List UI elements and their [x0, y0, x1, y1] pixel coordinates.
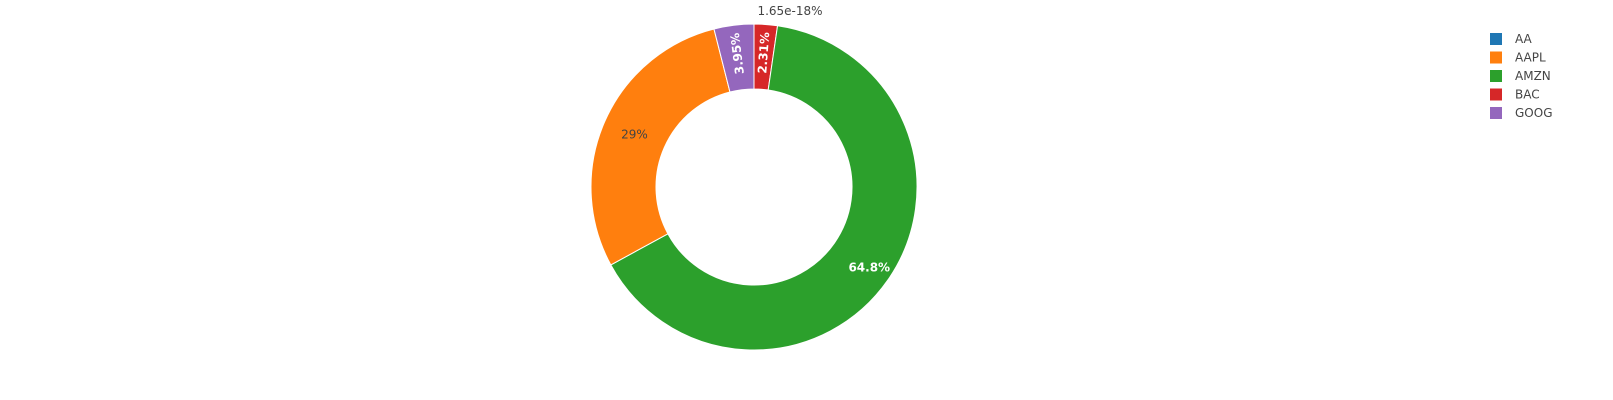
legend-label-goog: GOOG [1515, 106, 1553, 120]
slice-label-goog: 3.95% [728, 32, 747, 75]
slice-goog[interactable] [713, 23, 755, 93]
legend-swatch-aa [1490, 33, 1502, 45]
slice-amzn[interactable] [610, 25, 918, 351]
legend-item-goog[interactable]: GOOG [1490, 106, 1553, 120]
legend-item-aapl[interactable]: AAPL [1490, 51, 1546, 65]
donut-slices [590, 23, 918, 351]
legend-item-amzn[interactable]: AMZN [1490, 69, 1551, 83]
legend: AA AAPL AMZN BAC GOOG [1490, 32, 1553, 120]
legend-label-amzn: AMZN [1515, 69, 1551, 83]
legend-item-aa[interactable]: AA [1490, 32, 1533, 46]
slice-labels: 1.65e-18% 2.31% 64.8% 29% 3.95% [621, 4, 890, 274]
legend-swatch-bac [1490, 88, 1502, 101]
slice-label-bac: 2.31% [755, 32, 772, 75]
slice-aapl[interactable] [590, 28, 731, 266]
legend-swatch-goog [1490, 107, 1502, 119]
slice-label-aapl: 29% [621, 128, 648, 142]
slice-label-aa: 1.65e-18% [757, 4, 822, 18]
slice-label-amzn: 64.8% [848, 260, 890, 274]
legend-label-aapl: AAPL [1515, 51, 1546, 65]
legend-label-bac: BAC [1515, 88, 1540, 102]
legend-swatch-amzn [1490, 70, 1502, 82]
legend-swatch-aapl [1490, 51, 1502, 64]
legend-item-bac[interactable]: BAC [1490, 88, 1540, 102]
legend-label-aa: AA [1515, 32, 1533, 46]
